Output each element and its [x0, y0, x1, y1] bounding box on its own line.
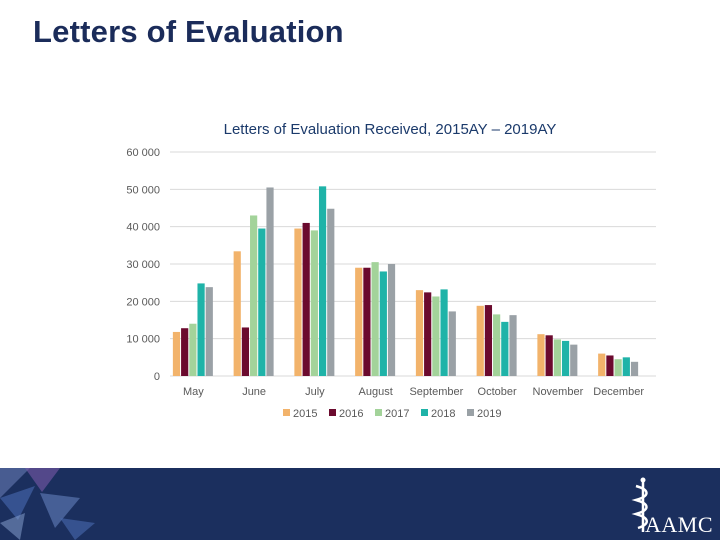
x-tick-label: September	[409, 386, 463, 398]
bar-2017-may	[189, 323, 197, 376]
bar-2015-december	[598, 353, 606, 376]
bar-2019-september	[448, 311, 456, 376]
bar-2017-october	[493, 314, 501, 376]
bar-2019-july	[327, 208, 335, 376]
slide-title: Letters of Evaluation	[33, 14, 344, 49]
legend-label-2019: 2019	[477, 408, 501, 420]
legend-swatch-2017	[375, 409, 382, 416]
bar-2016-may	[181, 328, 189, 376]
bar-2016-october	[484, 305, 493, 376]
legend-label-2015: 2015	[293, 408, 317, 420]
chart-title: Letters of Evaluation Received, 2015AY –…	[223, 121, 557, 138]
bar-2018-november	[561, 340, 570, 376]
legend-label-2016: 2016	[339, 408, 363, 420]
x-tick-label: October	[478, 386, 517, 398]
y-tick-label: 60 000	[126, 147, 160, 159]
bar-2015-august	[355, 267, 363, 376]
bar-2018-october	[501, 321, 509, 376]
bar-2016-december	[606, 355, 614, 376]
y-tick-label: 20 000	[126, 296, 160, 308]
legend-swatch-2016	[329, 409, 336, 416]
y-tick-label: 10 000	[126, 334, 160, 346]
x-tick-label: May	[183, 386, 204, 398]
bar-2017-december	[614, 359, 622, 376]
bar-2016-july	[302, 222, 310, 376]
bar-2017-july	[310, 230, 318, 376]
bar-2018-september	[440, 289, 448, 376]
bar-2016-november	[545, 335, 553, 376]
bar-2018-august	[379, 271, 387, 376]
bar-2017-november	[553, 339, 561, 376]
bar-2017-june	[250, 215, 258, 376]
x-tick-label: December	[593, 386, 644, 398]
bar-2018-july	[318, 186, 327, 376]
y-tick-label: 50 000	[126, 184, 160, 196]
y-tick-label: 40 000	[126, 222, 160, 234]
bar-2015-september	[415, 290, 424, 376]
bar-2019-october	[509, 315, 517, 376]
bar-2019-november	[570, 344, 578, 376]
footer-band	[0, 468, 720, 540]
legend-label-2018: 2018	[431, 408, 455, 420]
x-tick-label: November	[533, 386, 584, 398]
y-tick-label: 30 000	[126, 259, 160, 271]
bar-2019-december	[630, 361, 639, 376]
bar-2015-october	[476, 305, 484, 376]
bar-2019-may	[205, 287, 213, 376]
legend-swatch-2018	[421, 409, 428, 416]
bar-2018-december	[622, 357, 630, 376]
decorative-triangles	[0, 468, 95, 540]
y-tick-label: 0	[154, 371, 160, 383]
caduceus-icon	[631, 477, 648, 532]
bar-2015-may	[172, 331, 181, 376]
bar-2018-june	[258, 228, 266, 376]
bar-2017-august	[371, 262, 379, 376]
bar-2019-august	[387, 264, 396, 376]
bar-2019-june	[266, 187, 274, 376]
bar-2017-september	[432, 296, 440, 376]
bar-chart: 0 10 000 20 000 30 000 40 000 50 000 60 000 May…	[126, 147, 656, 420]
x-tick-label: August	[359, 386, 393, 398]
bar-2015-july	[294, 228, 302, 376]
x-tick-label: June	[242, 386, 266, 398]
bar-2016-september	[424, 292, 432, 376]
legend-swatch-2019	[467, 409, 474, 416]
bar-2016-august	[363, 267, 371, 376]
x-tick-label: July	[305, 386, 325, 398]
legend-label-2017: 2017	[385, 408, 409, 420]
bar-2015-november	[537, 334, 545, 376]
bar-2018-may	[197, 283, 205, 376]
aamc-logo-text: AAMC	[645, 512, 714, 537]
bar-2016-june	[241, 327, 250, 376]
bar-2015-june	[233, 251, 241, 376]
legend-swatch-2015	[283, 409, 290, 416]
